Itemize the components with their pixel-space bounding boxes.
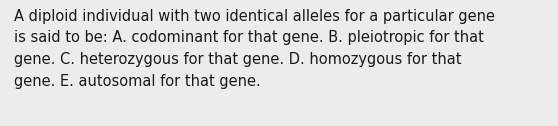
Text: A diploid individual with two identical alleles for a particular gene
is said to: A diploid individual with two identical … <box>14 9 495 89</box>
